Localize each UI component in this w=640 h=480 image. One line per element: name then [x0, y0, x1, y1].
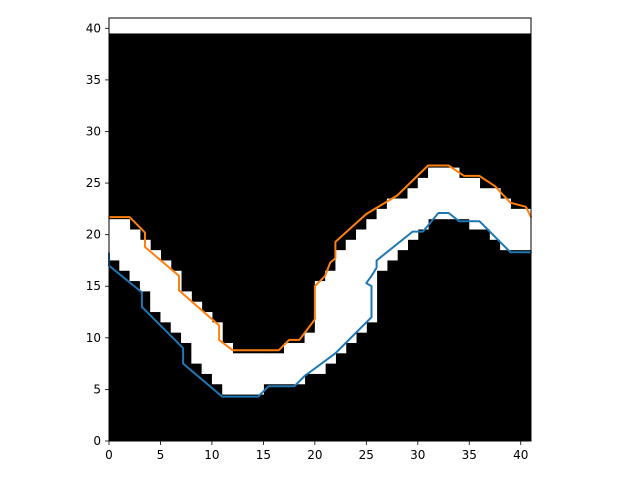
band-column [242, 353, 254, 395]
y-tick-label: 15 [86, 279, 101, 293]
band-column [201, 312, 213, 374]
band-column [376, 208, 388, 271]
band-column [109, 219, 120, 261]
y-tick-label: 25 [86, 176, 101, 190]
x-tick-label: 35 [462, 448, 477, 462]
x-tick-label: 0 [105, 448, 113, 462]
x-tick-label: 5 [157, 448, 165, 462]
band-column [160, 260, 172, 323]
y-tick-label: 0 [93, 434, 101, 448]
band-column [222, 342, 234, 395]
band-column [283, 342, 295, 385]
band-column [294, 342, 306, 385]
x-tick-label: 30 [410, 448, 425, 462]
band-column [335, 250, 347, 354]
x-tick-label: 15 [256, 448, 271, 462]
band-column [458, 177, 470, 220]
series-line-2 [108, 212, 532, 398]
band-column [314, 281, 326, 374]
x-tick-label: 25 [359, 448, 374, 462]
band-column [417, 177, 429, 230]
x-axis: 0 5 10 15 20 25 30 35 40 [105, 441, 528, 462]
band-column [139, 239, 151, 292]
band-column [211, 322, 223, 385]
band-column [469, 177, 481, 230]
series-layer [108, 164, 532, 398]
band-column [263, 353, 275, 385]
axes-frame [108, 17, 532, 442]
image-top-strip [109, 18, 531, 34]
band-column [510, 208, 522, 251]
y-tick-label: 5 [93, 382, 101, 396]
band-column [356, 229, 367, 333]
band-column [325, 270, 336, 364]
band-column [232, 353, 244, 395]
band-column [386, 198, 398, 261]
band-column [129, 229, 141, 282]
x-tick-label: 40 [513, 448, 528, 462]
series-line-1 [108, 164, 532, 352]
band-column [448, 167, 460, 220]
band-column [119, 219, 131, 271]
y-tick-label: 10 [86, 331, 101, 345]
band-column [191, 301, 203, 364]
band-column [366, 219, 378, 323]
y-tick-label: 30 [86, 124, 101, 138]
x-tick-label: 10 [204, 448, 219, 462]
band-column [397, 198, 408, 251]
band-column [520, 208, 532, 251]
y-tick-label: 20 [86, 228, 101, 242]
band-column [345, 239, 357, 343]
image-background [109, 18, 531, 441]
band-column [150, 250, 161, 313]
band-column [304, 332, 316, 374]
band-column [479, 188, 491, 230]
y-tick-label: 35 [86, 73, 101, 87]
plot-area [109, 18, 532, 441]
x-tick-label: 20 [307, 448, 322, 462]
y-tick-label: 40 [86, 21, 101, 35]
band-column [428, 167, 439, 220]
band-column [253, 353, 264, 395]
band-column [438, 167, 450, 220]
band-column [170, 270, 182, 333]
band-column [273, 353, 285, 385]
band-column [500, 198, 511, 251]
band-column [489, 188, 501, 240]
band-column [181, 291, 192, 343]
band-column [407, 188, 419, 240]
y-axis: 0 5 10 15 20 25 30 35 40 [86, 21, 109, 448]
